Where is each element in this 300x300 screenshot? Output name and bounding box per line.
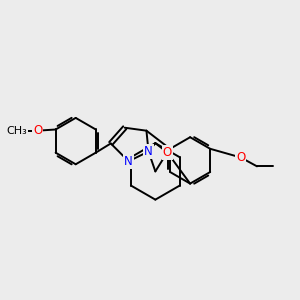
Text: O: O xyxy=(236,151,245,164)
Text: O: O xyxy=(33,124,42,137)
Text: CH₃: CH₃ xyxy=(7,126,27,136)
Text: N: N xyxy=(124,155,133,168)
Text: O: O xyxy=(163,146,172,159)
Text: N: N xyxy=(144,145,153,158)
